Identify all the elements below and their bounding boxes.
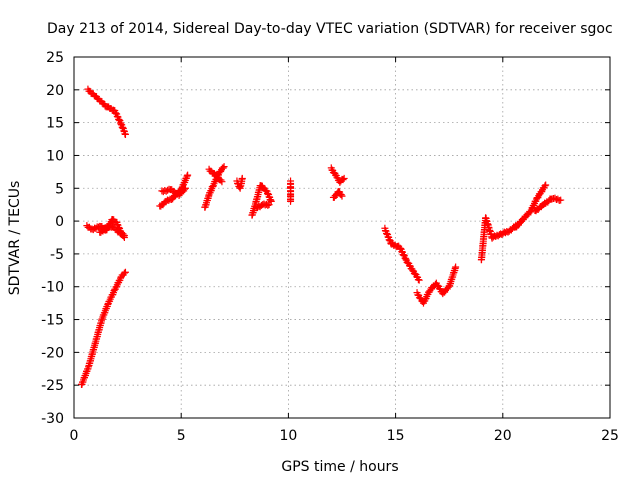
data-point <box>396 244 404 252</box>
x-tick-label: 10 <box>279 428 297 444</box>
x-tick-label: 15 <box>387 428 405 444</box>
data-point <box>425 288 433 296</box>
data-point <box>119 230 127 238</box>
data-point <box>121 268 129 276</box>
ticks: 0 5 10 15 20 25 -30 -25 -20 -15 -10 -5 0 5 10 15 20 25 <box>41 50 619 444</box>
y-tick-label: 0 <box>55 214 64 230</box>
data-point <box>219 164 227 172</box>
data-point <box>399 251 407 259</box>
y-tick-label: 5 <box>55 181 64 197</box>
data-point <box>112 109 120 117</box>
data-points <box>78 85 565 388</box>
y-tick-label: -5 <box>50 247 64 263</box>
x-axis-label: GPS time / hours <box>281 459 398 475</box>
data-point <box>542 181 550 189</box>
data-point <box>184 171 192 179</box>
data-point <box>339 176 347 184</box>
data-point <box>238 174 246 182</box>
x-tick-label: 20 <box>494 428 512 444</box>
data-point <box>415 276 423 284</box>
data-point <box>337 191 345 199</box>
y-tick-label: -30 <box>41 411 64 427</box>
grid <box>74 57 610 418</box>
y-tick-label: -10 <box>41 280 64 296</box>
x-tick-label: 5 <box>177 428 186 444</box>
data-point <box>217 176 225 184</box>
y-tick-label: 20 <box>46 83 64 99</box>
data-point <box>236 183 244 191</box>
x-tick-label: 25 <box>601 428 619 444</box>
data-point <box>220 163 228 171</box>
data-point <box>113 112 121 120</box>
data-point <box>120 232 128 240</box>
data-point <box>338 192 346 200</box>
data-point <box>400 251 408 259</box>
data-point <box>557 196 565 204</box>
data-point <box>265 201 273 209</box>
data-point <box>181 184 189 192</box>
data-point <box>397 245 405 253</box>
data-point <box>340 174 348 182</box>
data-point <box>111 109 119 117</box>
y-tick-label: 25 <box>46 50 64 66</box>
data-point <box>121 130 129 138</box>
y-axis-label: SDTVAR / TECUs <box>7 181 23 296</box>
data-point <box>452 263 460 271</box>
data-point <box>115 115 123 123</box>
chart-title: Day 213 of 2014, Sidereal Day-to-day VTE… <box>47 21 613 37</box>
data-point <box>181 185 189 193</box>
data-point <box>110 287 118 295</box>
data-point <box>120 269 128 277</box>
plot-frame <box>73 56 611 419</box>
data-point <box>402 255 410 263</box>
data-point <box>218 178 226 186</box>
y-tick-label: -20 <box>41 345 64 361</box>
data-point <box>444 283 452 291</box>
y-tick-label: -15 <box>41 313 64 329</box>
y-tick-label: 10 <box>46 148 64 164</box>
data-point <box>287 197 295 205</box>
x-tick-label: 0 <box>70 428 79 444</box>
data-point <box>541 182 549 190</box>
y-tick-label: 15 <box>46 116 64 132</box>
y-tick-label: -25 <box>41 378 64 394</box>
data-point <box>115 116 123 124</box>
data-point <box>398 248 406 256</box>
data-point <box>264 201 272 209</box>
